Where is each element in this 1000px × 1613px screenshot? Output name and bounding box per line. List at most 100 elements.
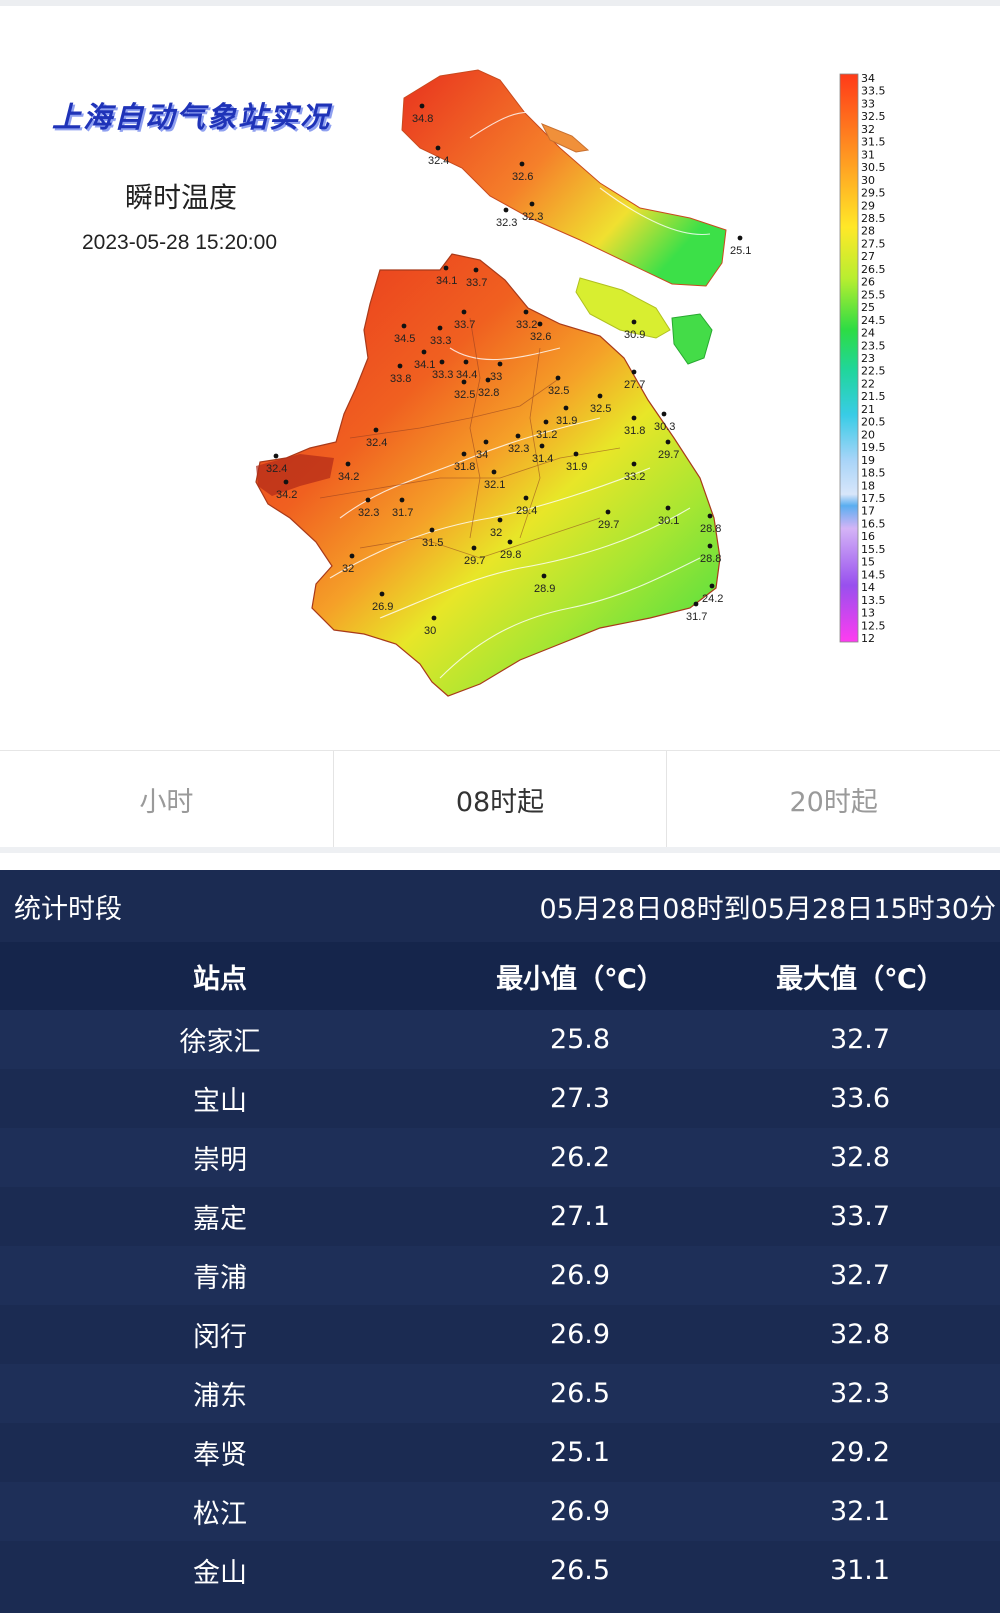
station-reading: 32.6 [530,331,551,343]
scale-tick-label: 20.5 [861,416,886,429]
station-dot [707,513,713,519]
scale-tick-label: 34 [861,72,875,85]
station-reading: 32.5 [590,403,611,415]
scale-tick-label: 29 [861,199,875,212]
min-value: 26.9 [549,1496,611,1527]
station-reading: 32.1 [484,479,505,491]
station-dot [283,479,289,485]
station-reading: 27.7 [624,379,645,391]
station-reading: 31.7 [392,507,413,519]
tab-from-08[interactable]: 08时起 [334,751,668,847]
scale-tick-label: 12.5 [861,619,886,632]
min-value: 26.2 [549,1142,611,1173]
min-value: 26.5 [549,1555,611,1586]
scale-tick-label: 18.5 [861,467,886,480]
station-dot [543,419,549,425]
station-name: 宝山 [193,1086,247,1117]
isotherm-lines [329,111,711,679]
scale-tick-label: 16.5 [861,517,886,530]
scale-tick-label: 24 [861,327,875,340]
scale-tick-label: 19.5 [861,441,886,454]
station-dot [523,495,529,501]
station-dot [539,443,545,449]
station-reading: 29.8 [500,549,521,561]
station-dot [537,321,543,327]
station-dot [507,539,513,545]
station-dot [597,393,603,399]
station-dot [555,375,561,381]
station-reading: 25.1 [730,245,751,257]
time-range-tabs: 小时 08时起 20时起 [0,750,1000,853]
color-scale-bar [839,73,859,643]
tab-hourly[interactable]: 小时 [0,751,334,847]
scale-tick-label: 31 [861,148,875,161]
station-reading: 30 [424,625,436,637]
station-dot [471,545,477,551]
station-dot [737,235,743,241]
station-reading: 30.9 [624,329,645,341]
station-reading: 32.8 [478,387,499,399]
tab-from-08-label: 08时起 [455,786,545,818]
tab-hourly-label: 小时 [139,786,194,818]
scale-tick-label: 24.5 [861,314,886,327]
station-reading: 31.5 [422,537,443,549]
station-dot [379,591,385,597]
header-station: 站点 [193,963,247,995]
min-value: 27.3 [549,1083,611,1114]
station-reading: 33.8 [390,373,411,385]
station-reading: 34.5 [394,333,415,345]
station-reading: 29.4 [516,505,537,517]
scale-tick-label: 21.5 [861,390,886,403]
station-reading: 32.5 [548,385,569,397]
station-reading: 31.2 [536,429,557,441]
station-name: 松江 [193,1499,247,1530]
period-row: 统计时段 05月28日08时到05月28日15时30分 [0,870,1000,942]
station-dot [631,369,637,375]
station-reading: 32.4 [366,437,387,449]
scale-tick-label: 27.5 [861,237,886,250]
changxing-island [575,277,671,339]
station-reading: 31.8 [624,425,645,437]
scale-tick-label: 26.5 [861,263,886,276]
mainland-shanghai [255,253,721,697]
scale-tick-label: 28.5 [861,212,886,225]
station-name: 金山 [193,1558,247,1589]
station-reading: 29.7 [464,555,485,567]
table-row: 青浦 26.9 32.7 [0,1246,1000,1305]
station-name: 奉贤 [193,1440,247,1471]
station-dot [461,379,467,385]
station-reading: 28.8 [700,523,721,535]
min-value: 25.1 [549,1437,611,1468]
station-name: 徐家汇 [179,1027,261,1058]
station-reading: 24.2 [702,593,723,605]
station-dot [435,145,441,151]
scale-tick-label: 22.5 [861,365,886,378]
station-reading: 34.2 [338,471,359,483]
tab-from-20[interactable]: 20时起 [667,751,1000,847]
scale-tick-label: 32.5 [861,110,886,123]
scale-tick-label: 13.5 [861,594,886,607]
table-row: 徐家汇 25.8 32.7 [0,1010,1000,1069]
station-reading: 33.7 [466,277,487,289]
stats-table: 统计时段 05月28日08时到05月28日15时30分 站点 最小值（℃） 最大… [0,870,1000,1613]
scale-tick-label: 14.5 [861,568,886,581]
station-dot [661,411,667,417]
table-row: 宝山 27.3 33.6 [0,1069,1000,1128]
station-dot [437,325,443,331]
station-dot [665,439,671,445]
scale-tick-label: 17.5 [861,492,886,505]
station-dot [631,319,637,325]
station-reading: 30.1 [658,515,679,527]
scale-tick-label: 33.5 [861,85,886,98]
station-dot [439,359,445,365]
max-value: 32.8 [829,1319,891,1350]
station-dot [373,427,379,433]
station-dot [431,615,437,621]
table-body: 徐家汇 25.8 32.7 宝山 27.3 33.6 崇明 26.2 32.8 嘉定 27.1… [0,1010,1000,1600]
max-value: 32.8 [829,1142,891,1173]
scale-tick-label: 25 [861,301,875,314]
period-value: 05月28日08时到05月28日15时30分 [539,893,997,925]
min-value: 27.1 [549,1201,611,1232]
station-dot [461,309,467,315]
